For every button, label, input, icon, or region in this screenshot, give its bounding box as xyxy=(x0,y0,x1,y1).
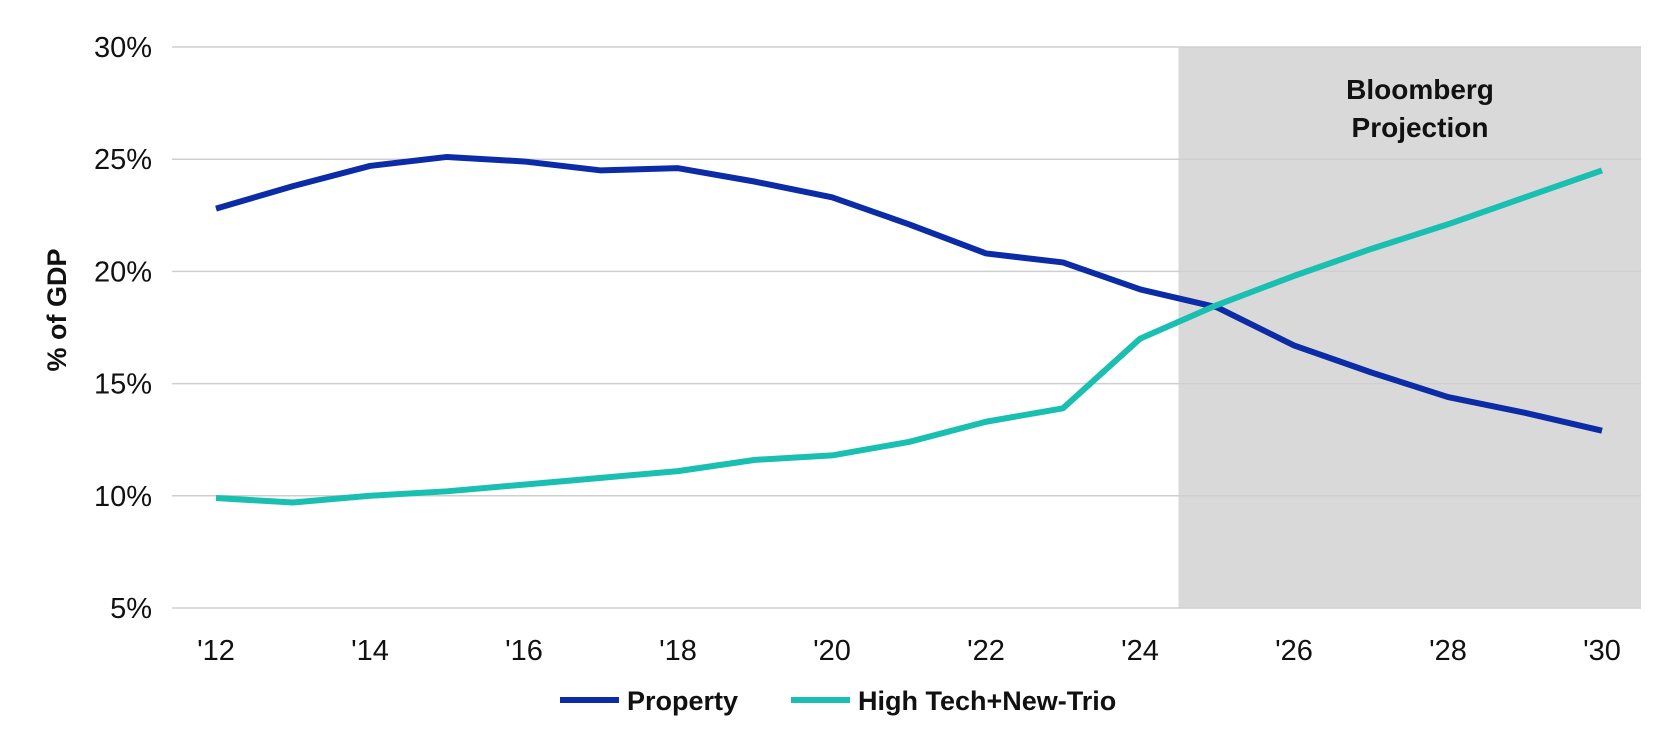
series-line-property xyxy=(215,153,1603,434)
x-tick-label: '30 xyxy=(1583,635,1621,667)
x-tick-label: '26 xyxy=(1275,635,1313,667)
x-tick-label: '14 xyxy=(351,635,389,667)
x-tick-label: '20 xyxy=(813,635,851,667)
x-axis-ticks: '12 '14 '16 '18 '20 '22 '24 '26 '28 '30 xyxy=(197,635,1621,667)
annotation-line-1: Bloomberg xyxy=(1346,74,1494,105)
legend-label-property: Property xyxy=(627,686,738,716)
y-axis-label: % of GDP xyxy=(42,248,72,371)
series-lines xyxy=(215,153,1603,506)
y-axis-ticks: 5% 10% 15% 20% 25% 30% xyxy=(94,32,152,625)
y-tick-label: 25% xyxy=(94,144,152,176)
x-tick-label: '22 xyxy=(967,635,1005,667)
y-tick-label: 5% xyxy=(110,593,152,625)
y-tick-label: 15% xyxy=(94,369,152,401)
x-tick-label: '24 xyxy=(1121,635,1159,667)
series-line-high-tech-new-trio xyxy=(215,167,1603,506)
x-tick-label: '28 xyxy=(1429,635,1467,667)
y-tick-label: 10% xyxy=(94,481,152,513)
x-tick-label: '16 xyxy=(505,635,543,667)
annotation-line-2: Projection xyxy=(1352,112,1489,143)
x-tick-label: '18 xyxy=(659,635,697,667)
y-tick-label: 20% xyxy=(94,256,152,288)
legend: Property High Tech+New-Trio xyxy=(560,686,1116,716)
y-tick-label: 30% xyxy=(94,32,152,64)
x-tick-label: '12 xyxy=(197,635,235,667)
legend-label-high-tech: High Tech+New-Trio xyxy=(858,686,1116,716)
